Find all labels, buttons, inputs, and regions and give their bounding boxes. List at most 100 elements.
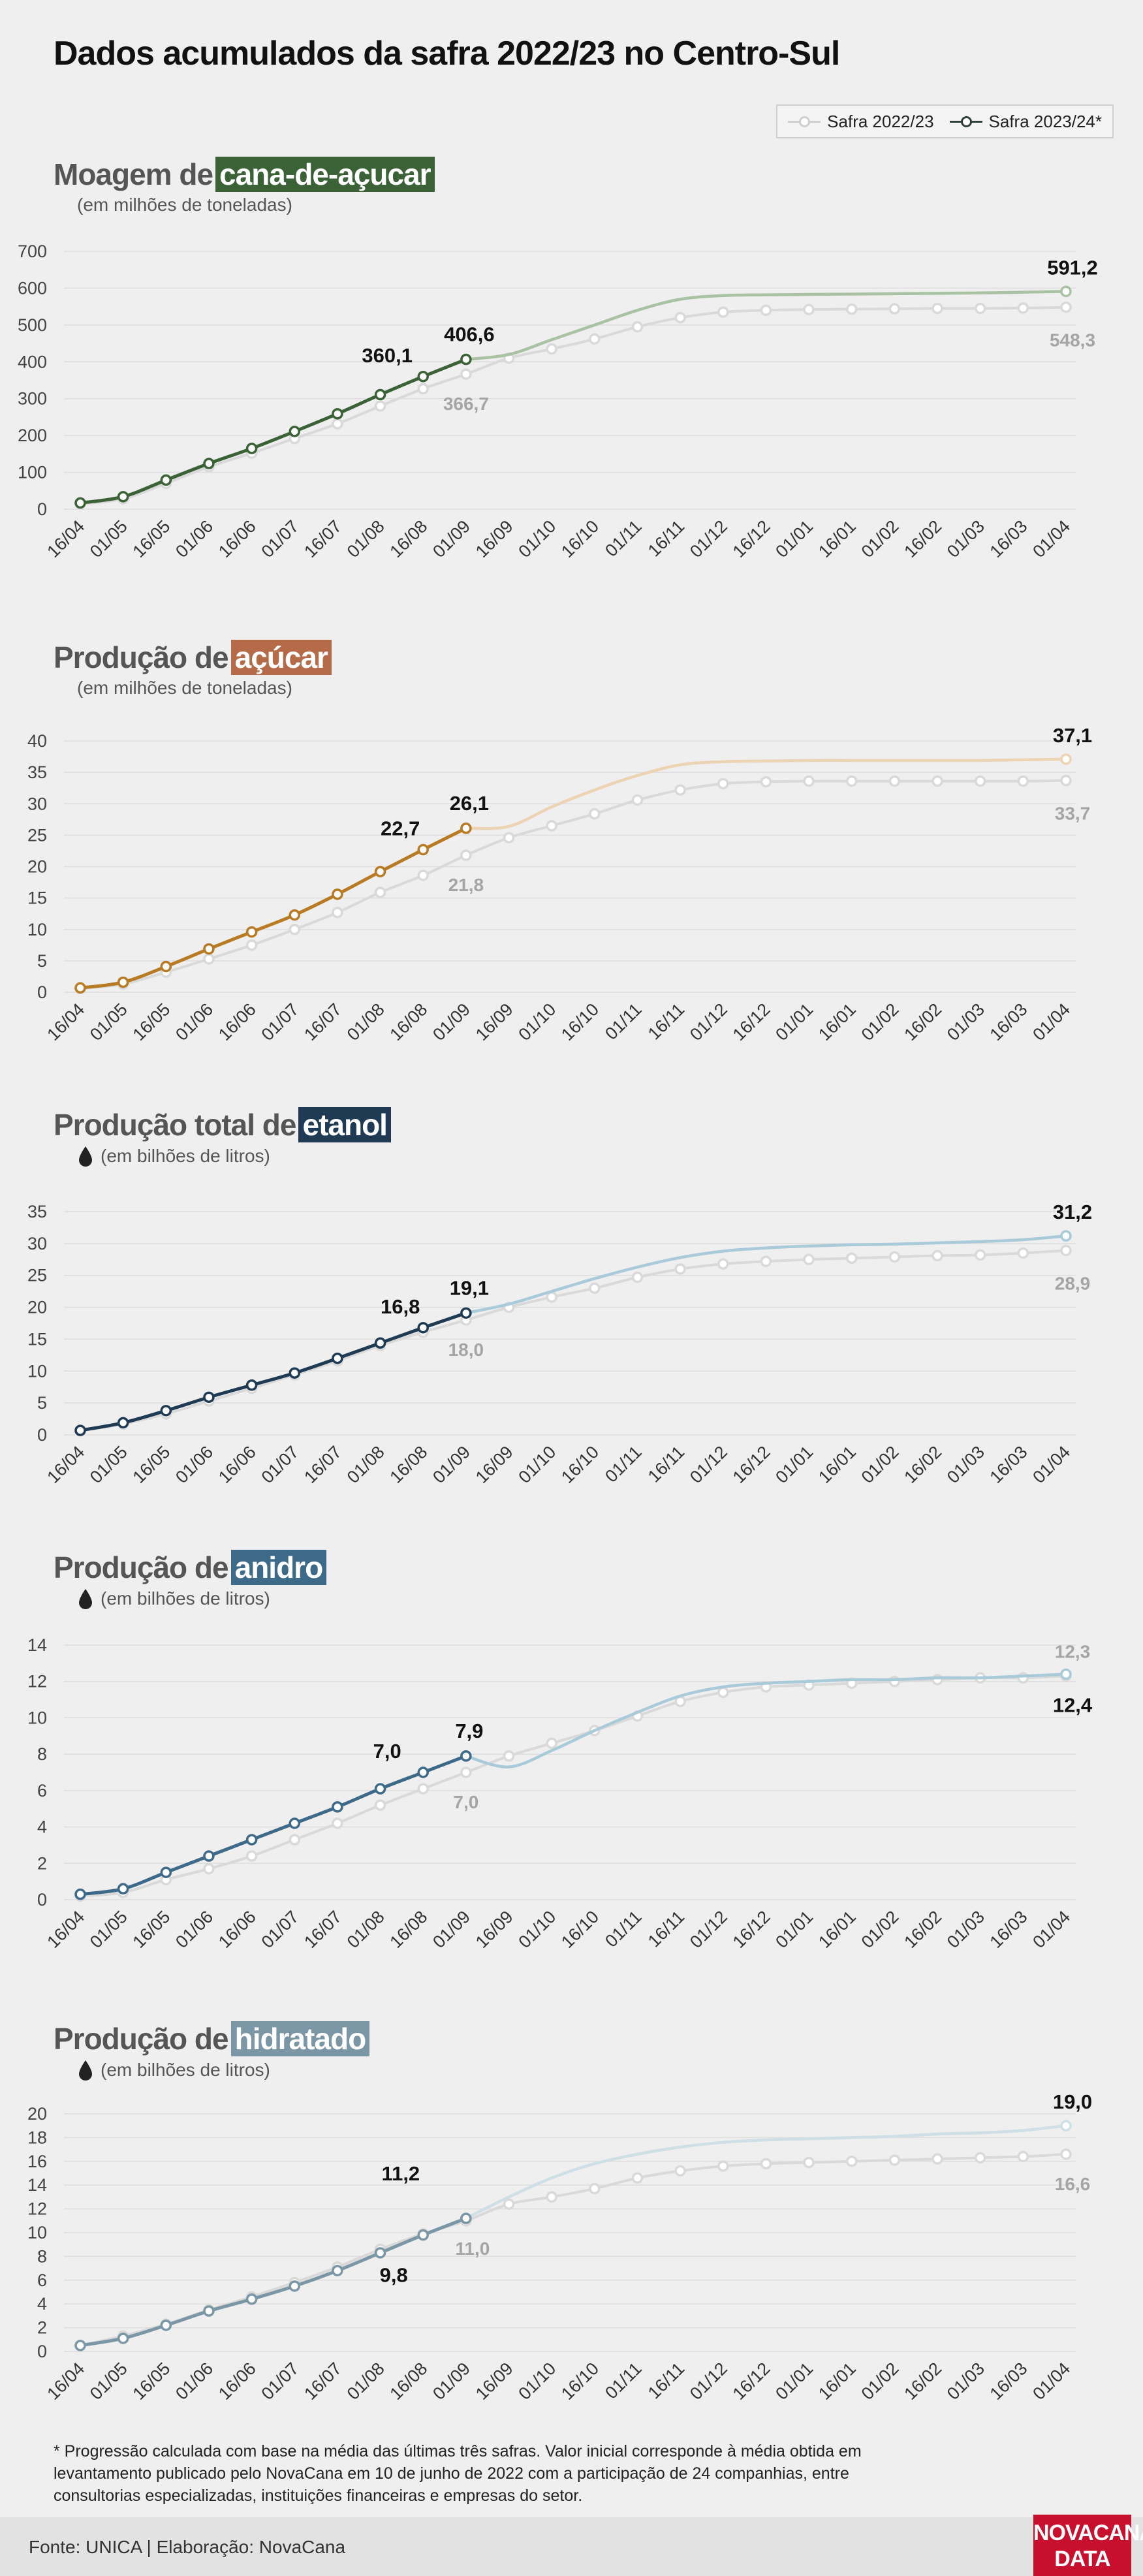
y-tick-label: 10 [27,1361,47,1381]
series-projection-line [464,757,1068,830]
series-2023-24-point [460,1307,472,1319]
series-2022-23-point [760,2158,772,2170]
footer-source: Fonte: UNICA | Elaboração: NovaCana [29,2537,346,2557]
y-tick-label: 0 [37,1890,47,1909]
series-2022-23-point [289,1834,301,1846]
series-2022-23-point [932,775,943,787]
chart-subtitle: (em milhões de toneladas) [77,195,292,215]
y-tick-label: 35 [27,762,47,782]
series-2023-24-point [203,458,215,469]
series-2022-23-point [932,2153,943,2165]
series-2022-23-point [631,2172,644,2184]
series-2022-23-point [332,418,343,430]
data-label: 28,9 [1055,1274,1091,1294]
x-tick-label: 16/12 [729,999,774,1045]
x-tick-label: 16/06 [215,999,260,1045]
footer-bar: Fonte: UNICA | Elaboração: NovaCana [0,2517,1143,2576]
x-tick-label: 01/12 [686,2359,731,2404]
chart-svg: 0246810121416182016/0401/0516/0501/0616/… [27,2090,1092,2404]
series-2023-24-point [74,497,86,509]
series-2022-23-point [374,1799,386,1811]
x-tick-label: 16/04 [43,2359,88,2404]
x-tick-label: 16/11 [644,2359,689,2403]
x-tick-label: 16/10 [557,1907,603,1952]
x-tick-label: 16/10 [557,2359,603,2404]
series-projection-point [1060,1230,1072,1242]
x-tick-label: 01/10 [514,999,559,1045]
series-2022-23-point [1017,302,1029,314]
series-2023-24-point [460,823,472,834]
y-tick-label: 20 [27,2104,47,2124]
data-label: 26,1 [450,792,489,815]
series-2022-23-point [974,2152,986,2164]
series-2023-24-point [117,2333,129,2344]
y-tick-label: 6 [37,2270,47,2290]
x-tick-label: 01/06 [172,999,217,1045]
x-tick-label: 16/05 [129,1907,174,1952]
x-tick-label: 16/12 [729,1442,774,1487]
series-2023-24-point [460,353,472,366]
x-tick-label: 01/07 [258,1907,303,1952]
series-2023-24-point [160,1405,172,1417]
series-2023-24-point [160,960,172,973]
x-tick-label: 16/11 [644,1442,689,1486]
legend-item-2023: Safra 2023/24* [949,112,1102,132]
x-tick-label: 16/01 [815,516,860,561]
y-tick-label: 6 [37,1781,47,1800]
data-label: 7,0 [373,1740,401,1763]
x-tick-label: 01/04 [1029,516,1074,561]
series-2023-24-point [289,2280,301,2292]
x-tick-label: 01/06 [172,1442,217,1487]
series-2022-23-point [589,1282,601,1295]
y-tick-label: 400 [18,352,47,371]
page-title: Dados acumulados da safra 2022/23 no Cen… [54,35,840,72]
series-2022-23-point [803,304,815,315]
chart-svg: 0510152025303516/0401/0516/0501/0616/060… [27,1201,1092,1487]
drop-icon [79,1146,92,1167]
series-2022-23-point [760,304,772,317]
y-tick-label: 5 [37,951,47,971]
x-tick-label: 16/02 [900,1442,945,1487]
x-tick-label: 01/11 [601,1907,646,1951]
chart-acucar: Produção de açúcar (em milhões de tonela… [0,640,1143,1064]
series-2022-23-point [717,1686,729,1699]
y-tick-label: 30 [27,794,47,813]
data-label: 16,8 [381,1295,420,1318]
series-2022-23-point [417,1783,429,1795]
x-tick-label: 16/07 [300,2359,345,2404]
y-tick-label: 0 [37,2342,47,2361]
x-tick-label: 16/07 [300,1907,345,1952]
x-tick-label: 16/01 [815,1442,860,1487]
x-tick-label: 01/03 [943,1907,988,1952]
x-tick-label: 01/02 [858,1907,903,1952]
y-tick-label: 0 [37,499,47,519]
series-2022-23-line [79,779,1067,990]
x-tick-label: 01/10 [514,2359,559,2404]
series-projection-line [464,1673,1068,1768]
x-tick-label: 01/08 [343,1442,388,1487]
x-tick-label: 16/02 [900,2359,945,2404]
x-tick-label: 16/03 [986,2359,1031,2404]
y-tick-label: 0 [37,1425,47,1445]
x-tick-label: 16/04 [43,999,88,1045]
x-tick-label: 16/12 [729,2359,774,2404]
series-2022-23-point [845,775,858,787]
y-tick-label: 4 [37,1817,47,1837]
y-tick-label: 15 [27,1329,47,1349]
x-tick-label: 01/06 [172,516,217,561]
x-tick-label: 01/03 [943,2359,988,2404]
series-2023-24-line [78,358,468,505]
y-tick-label: 4 [37,2294,47,2314]
series-2023-24-point [117,1883,129,1895]
series-2022-23-point [546,343,557,355]
chart-title: Moagem de cana-de-açucar [54,157,435,192]
x-tick-label: 01/11 [601,1442,646,1486]
x-tick-label: 16/05 [129,2359,174,2404]
data-label: 548,3 [1050,330,1095,351]
series-projection-line [464,2124,1068,2220]
series-2023-24-point [203,1391,215,1404]
x-tick-label: 16/08 [386,2359,431,2404]
series-2022-23-point [717,306,729,318]
series-2022-23-point [546,2191,557,2203]
series-projection-line [464,290,1068,361]
